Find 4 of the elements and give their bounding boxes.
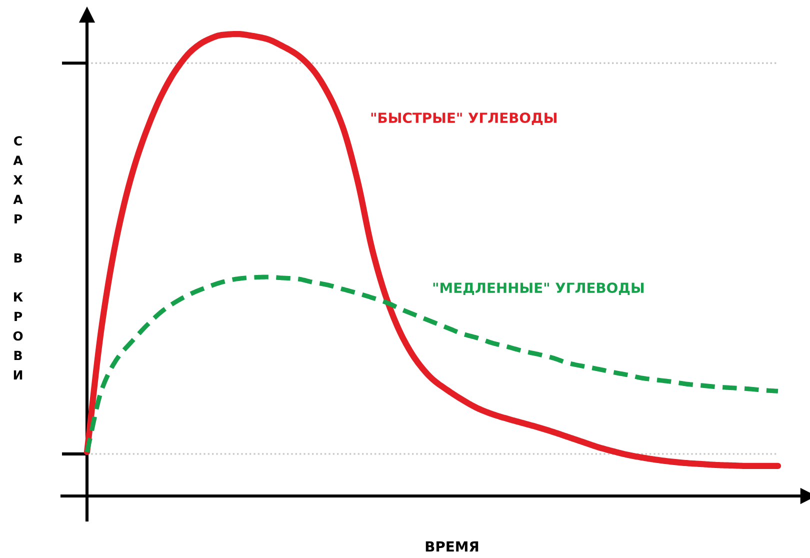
series-label: "МЕДЛЕННЫЕ" УГЛЕВОДЫ bbox=[433, 282, 644, 296]
text: САХАР В КРОВИ bbox=[13, 136, 23, 380]
series-label: "БЫСТРЫЕ" УГЛЕВОДЫ bbox=[371, 112, 556, 126]
x-axis-title: ВРЕМЯ bbox=[426, 541, 478, 552]
